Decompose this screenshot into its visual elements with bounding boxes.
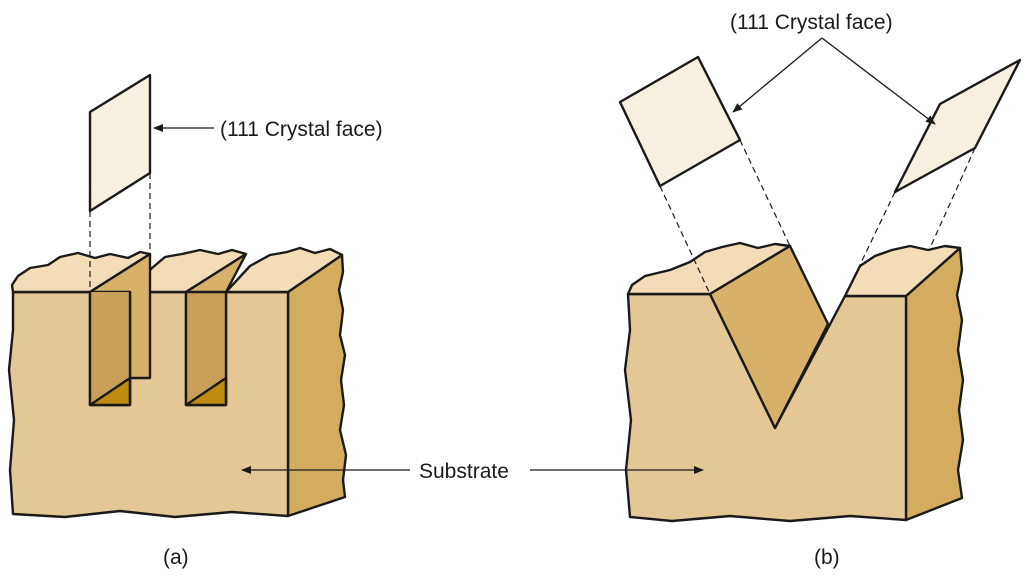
panel-a: (111 Crystal face) (a)	[7, 73, 383, 569]
panel-b: (111 Crystal face) (b)	[618, 11, 1022, 569]
crystal-face-a-label: (111 Crystal face)	[220, 118, 383, 141]
v-groove-facet	[708, 244, 830, 430]
crystal-face-b-arrow-right	[821, 37, 936, 125]
substrate-a-side-face	[286, 253, 348, 518]
groove-2-back-wall	[186, 292, 226, 405]
crystal-plane-a	[88, 73, 152, 213]
crystal-face-b-arrow-left	[732, 37, 823, 113]
substrate-a-top-ridge-3	[224, 246, 344, 294]
groove-2-wall	[184, 252, 248, 294]
substrate-label: Substrate	[419, 460, 509, 483]
crystal-plane-b-left	[618, 55, 742, 188]
panel-a-label: (a)	[163, 546, 189, 569]
groove-1-back-wall	[90, 292, 130, 405]
crystal-face-b-label: (111 Crystal face)	[730, 11, 893, 34]
projection-line-b-4	[929, 147, 976, 249]
substrate-b-top-right	[843, 244, 962, 298]
panel-b-label: (b)	[814, 546, 840, 569]
substrate-b-side-face	[904, 246, 965, 522]
substrate-b-front-face	[623, 292, 908, 523]
projection-line-b-2	[739, 139, 791, 247]
substrate-annotation: Substrate	[241, 460, 704, 483]
crystal-plane-b-right	[893, 58, 1022, 194]
